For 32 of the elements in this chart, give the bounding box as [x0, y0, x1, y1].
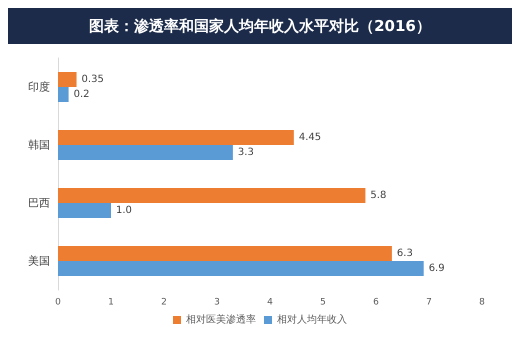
y-tick-label: 巴西 — [28, 196, 50, 210]
data-label: 5.8 — [370, 190, 386, 201]
x-tick-label: 2 — [161, 298, 167, 308]
bar — [58, 130, 294, 145]
x-tick-label: 8 — [479, 298, 486, 308]
data-label: 0.35 — [82, 74, 104, 85]
y-tick-label: 美国 — [28, 254, 50, 268]
legend-label: 相对医美渗透率 — [186, 314, 256, 326]
x-tick-label: 0 — [55, 298, 62, 308]
y-tick-label: 印度 — [28, 80, 50, 94]
bar — [58, 188, 366, 203]
x-tick-label: 7 — [426, 298, 432, 308]
data-label: 6.9 — [428, 263, 445, 274]
x-tick-label: 1 — [108, 298, 114, 308]
bar — [58, 246, 392, 261]
x-tick-label: 6 — [373, 298, 380, 308]
chart-title: 图表：渗透率和国家人均年收入水平对比（2016） — [8, 8, 512, 44]
data-label: 1.0 — [116, 205, 132, 216]
bar — [58, 203, 111, 218]
x-tick-label: 3 — [214, 298, 220, 308]
bar — [58, 145, 233, 160]
y-tick-label: 韩国 — [28, 138, 50, 152]
bar — [58, 261, 424, 276]
data-label: 0.2 — [74, 89, 90, 100]
bar — [58, 87, 69, 102]
data-label: 3.3 — [238, 147, 254, 158]
x-tick-label: 5 — [320, 298, 326, 308]
bar — [58, 72, 77, 87]
data-label: 6.3 — [396, 248, 413, 259]
x-tick-label: 4 — [267, 298, 274, 308]
legend-label: 相对人均年收入 — [277, 314, 347, 326]
data-label: 4.45 — [298, 132, 322, 143]
